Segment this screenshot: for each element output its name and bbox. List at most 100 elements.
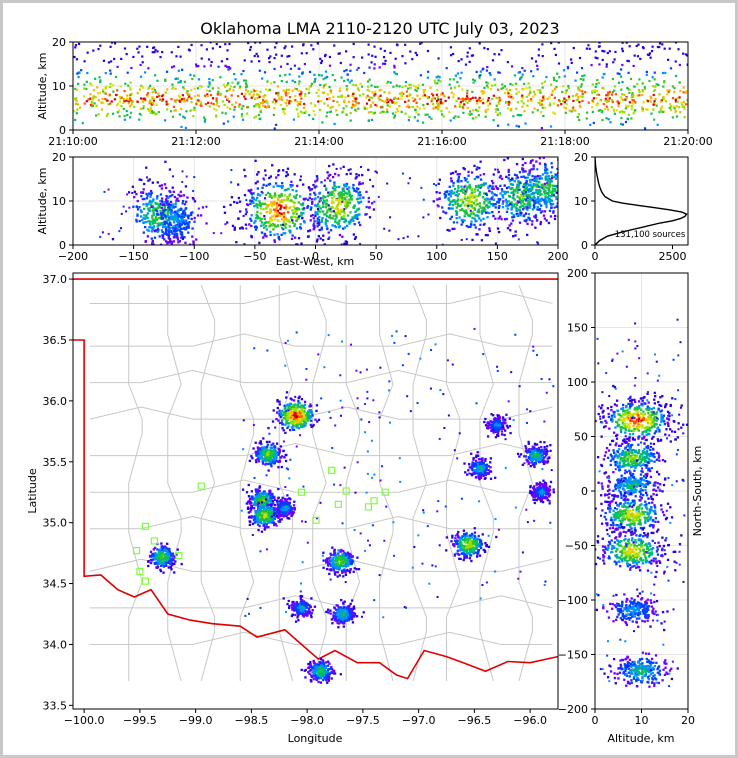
ew-density-cell: [568, 189, 570, 191]
ew-density-cell: [185, 207, 188, 210]
time-density-cell: [75, 58, 79, 61]
time-density-cell: [625, 42, 628, 44]
time-density-cell: [373, 111, 376, 114]
plan-view-panel: −100.0 −99.5 −99.0 −98.5 −98.0 −97.5 −97.0 −96.…: [26, 272, 559, 745]
time-density-cell: [195, 102, 198, 106]
ew-density-cell: [195, 238, 198, 241]
time-density-cell: [661, 43, 664, 46]
ew-density-cell: [455, 193, 459, 197]
time-density-cell: [675, 105, 678, 108]
ew-density-cell: [312, 228, 315, 231]
time-density-cell: [318, 74, 321, 77]
time-density-cell: [254, 42, 257, 44]
map-density-cell: [310, 419, 313, 422]
ew-density-cell: [296, 184, 299, 188]
map-density-cell: [294, 414, 298, 418]
ew-density-cell: [367, 200, 370, 203]
ew-density-cell: [543, 192, 547, 195]
ew-density-cell: [164, 217, 167, 220]
ew-density-cell: [564, 203, 566, 205]
ew-density-cell: [156, 206, 160, 210]
map-density-cell: [302, 417, 305, 420]
time-density-cell: [616, 72, 619, 75]
ew-density-cell: [529, 189, 533, 193]
ew-density-cell: [158, 216, 161, 220]
time-density-cell: [498, 53, 501, 56]
ew-density-cell: [550, 203, 553, 207]
time-density-cell: [215, 103, 219, 107]
state-border-red-river: [73, 339, 558, 680]
ew-density-cell: [332, 186, 335, 190]
time-density-cell: [285, 104, 289, 107]
ew-density-cell: [181, 202, 184, 205]
time-density-cell: [76, 108, 79, 111]
time-density-cell: [128, 105, 132, 108]
time-density-cell: [233, 85, 236, 89]
ew-density-cell: [553, 188, 557, 191]
ew-density-cell: [178, 240, 181, 243]
time-density-cell: [574, 79, 577, 82]
ew-density-cell: [161, 221, 164, 225]
ew-density-cell: [165, 199, 168, 203]
time-density-cell: [353, 96, 356, 99]
time-density-cell: [81, 122, 84, 125]
county-line: [89, 406, 553, 420]
ew-density-cell: [314, 210, 317, 214]
time-density-cell: [238, 103, 241, 106]
hist-alt-ytick-label: 0: [581, 239, 588, 252]
time-density-cell: [182, 97, 186, 100]
time-density-cell: [462, 106, 465, 109]
ew-density-cell: [299, 203, 303, 206]
time-density-cell: [118, 95, 121, 99]
time-density-cell: [89, 97, 92, 100]
time-density-cell: [313, 73, 316, 76]
ew-density-cell: [462, 188, 466, 191]
ew-density-cell: [525, 218, 528, 222]
ew-density-cell: [269, 233, 272, 237]
time-density-cell: [75, 112, 78, 115]
ew-density-cell: [199, 214, 203, 217]
time-density-cell: [460, 58, 463, 61]
ew-density-cell: [280, 204, 283, 208]
ew-density-cell: [345, 173, 348, 176]
time-density-cell: [541, 43, 544, 46]
time-density-cell: [298, 93, 301, 96]
map-density-cell: [260, 518, 263, 521]
ew-density-cell: [348, 194, 351, 197]
ew-density-cell: [523, 198, 526, 201]
time-density-cell: [183, 116, 187, 119]
ew-density-cell: [471, 196, 475, 199]
ew-density-cell: [271, 164, 274, 167]
ew-density-cell: [152, 226, 155, 230]
time-density-cell: [591, 83, 594, 86]
ew-density-cell: [177, 215, 181, 218]
ew-density-cell: [177, 214, 180, 217]
map-density-cell: [258, 506, 261, 509]
ew-xtick-label: 50: [369, 250, 383, 263]
ew-density-cell: [284, 207, 287, 211]
time-density-cell: [525, 95, 528, 98]
ew-density-cell: [143, 197, 146, 201]
ew-density-cell: [154, 229, 157, 232]
ew-density-cell: [251, 196, 254, 199]
time-density-cell: [395, 101, 398, 104]
ew-density-cell: [584, 190, 586, 192]
time-density-cell: [601, 119, 604, 122]
ew-density-cell: [546, 181, 549, 185]
ew-density-cell: [178, 225, 181, 228]
time-density-cell: [628, 45, 631, 48]
map-density-cell: [309, 403, 312, 406]
map-density-cell: [277, 419, 280, 422]
time-density-cell: [203, 116, 206, 119]
time-density-cell: [593, 89, 597, 92]
time-density-cell: [208, 81, 211, 84]
time-density-cell: [237, 81, 240, 84]
time-density-cell: [371, 101, 375, 104]
time-density-cell: [229, 107, 232, 110]
time-density-cell: [475, 108, 478, 111]
ew-density-cell: [142, 188, 145, 191]
time-density-cell: [628, 101, 632, 104]
time-density-cell: [653, 78, 656, 81]
ew-density-cell: [180, 236, 183, 239]
